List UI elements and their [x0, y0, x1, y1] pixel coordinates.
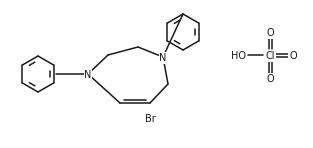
Text: N: N [84, 70, 92, 80]
Text: O: O [266, 74, 274, 84]
Text: N: N [159, 53, 167, 63]
Text: Cl: Cl [265, 51, 275, 61]
Text: Br: Br [145, 114, 155, 124]
Text: O: O [266, 28, 274, 38]
Text: O: O [289, 51, 297, 61]
Text: HO: HO [230, 51, 245, 61]
